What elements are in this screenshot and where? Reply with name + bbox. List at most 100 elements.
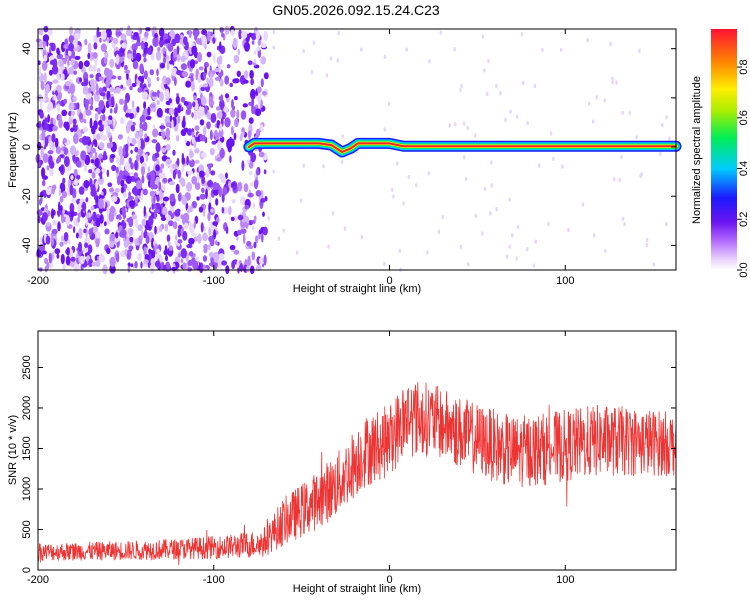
noise-blob [453,122,457,127]
noise-blob [155,176,160,185]
noise-blob [134,146,139,153]
noise-blob [247,255,251,267]
noise-blob [162,206,168,217]
y-tick-label: 2500 [21,355,33,379]
noise-blob [130,124,136,132]
noise-blob [262,226,268,236]
noise-blob [195,70,198,81]
noise-blob [231,105,236,111]
noise-blob [396,161,399,166]
noise-blob [215,198,219,206]
noise-blob [131,43,138,51]
noise-blob [104,228,110,235]
noise-blob [253,179,259,190]
noise-blob [236,109,240,120]
noise-blob [103,198,106,209]
noise-blob [192,28,200,38]
noise-blob [81,201,87,212]
noise-blob [89,74,94,79]
colorbar: 0.0 0.2 0.4 0.6 0.8 Normalized spectral ampl… [691,29,750,278]
noise-blob [638,48,641,54]
noise-blob [390,187,394,192]
noise-blob [611,80,614,85]
noise-blob [94,157,100,168]
noise-blob [42,34,50,42]
noise-blob [310,70,314,75]
noise-blob [91,171,96,179]
noise-blob [70,127,74,133]
noise-blob [515,256,518,261]
noise-blob [83,228,87,234]
noise-blob [96,133,101,141]
noise-blob [60,215,65,224]
noise-blob [183,222,189,230]
noise-blob [91,65,97,72]
noise-blob [58,59,65,68]
noise-blob [258,104,261,109]
noise-blob [178,177,186,185]
noise-blob [50,147,55,152]
noise-blob [495,84,498,89]
noise-blob [154,32,158,39]
noise-blob [106,169,110,178]
y-tick-label: 0 [21,567,33,573]
noise-blob [615,80,618,85]
noise-blob [192,101,196,108]
noise-blob [165,127,171,138]
noise-blob [481,34,485,39]
noise-blob [238,29,242,40]
noise-blob [149,263,155,274]
noise-blob [157,47,161,52]
x-tick-label: -100 [203,275,225,287]
noise-blob [84,38,88,46]
noise-blob [183,36,188,46]
noise-blob [45,83,50,94]
noise-blob [218,186,222,198]
noise-blob [41,179,46,187]
noise-blob [407,174,411,180]
noise-blob [103,150,107,161]
noise-blob [218,253,225,260]
noise-blob [48,252,53,264]
noise-blob [39,134,43,141]
noise-blob [188,237,195,245]
noise-blob [188,205,193,211]
noise-blob [214,76,221,82]
noise-blob [149,190,156,197]
noise-blob [52,125,58,132]
noise-blob [206,77,209,86]
noise-blob [441,214,445,220]
noise-blob [196,196,200,201]
noise-blob [340,159,344,165]
noise-blob [136,106,140,113]
noise-blob [65,80,71,87]
noise-blob [462,121,466,126]
noise-blob [200,222,204,233]
noise-blob [199,193,206,200]
noise-blob [63,44,70,49]
noise-blob [221,32,224,38]
noise-blob [508,197,511,202]
noise-blob [168,240,171,247]
noise-blob [60,41,66,53]
noise-blob [212,37,216,44]
noise-blob [211,140,217,145]
noise-blob [213,229,217,240]
noise-blob [120,229,127,238]
noise-blob [196,108,202,120]
noise-blob [45,187,52,196]
noise-blob [201,187,205,194]
noise-blob [109,264,116,274]
noise-blob [110,36,114,41]
noise-blob [525,247,529,252]
noise-blob [205,168,210,178]
noise-blob [592,233,596,238]
noise-blob [210,78,214,87]
noise-blob [62,177,66,184]
noise-blob [194,125,200,131]
noise-blob [180,258,184,264]
noise-blob [119,154,125,166]
noise-blob [234,96,238,101]
noise-blob [263,169,267,175]
noise-blob [176,157,180,167]
